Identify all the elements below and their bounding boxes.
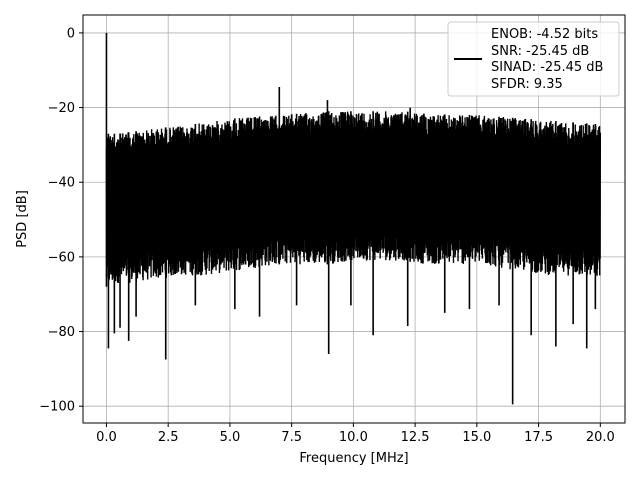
- psd-trace: [105, 111, 602, 283]
- y-tick-label: −40: [48, 176, 75, 191]
- x-tick-label: 15.0: [462, 430, 491, 445]
- legend: ENOB: -4.52 bits SNR: -25.45 dB SINAD: -…: [447, 21, 620, 97]
- legend-entry-enob: ENOB: -4.52 bits: [491, 27, 598, 42]
- x-tick-label: 2.5: [158, 430, 179, 445]
- x-tick-label: 7.5: [281, 430, 302, 445]
- data-layer: [105, 32, 602, 405]
- y-axis-label: PSD [dB]: [15, 190, 30, 248]
- y-axis: 0 −20 −40 −60 −80 −100: [39, 26, 83, 415]
- x-axis: 0.0 2.5 5.0 7.5 10.0 12.5 15.0 17.5 20.0: [96, 423, 615, 445]
- x-tick-label: 12.5: [401, 430, 430, 445]
- x-axis-label: Frequency [MHz]: [299, 451, 408, 466]
- y-tick-label: −80: [48, 325, 75, 340]
- legend-entry-sfdr: SFDR: 9.35: [491, 77, 563, 92]
- y-tick-label: 0: [67, 26, 75, 41]
- legend-entry-sinad: SINAD: -25.45 dB: [491, 60, 603, 75]
- x-tick-label: 20.0: [586, 430, 615, 445]
- y-tick-label: −100: [39, 400, 75, 415]
- legend-box: [447, 21, 620, 97]
- x-tick-label: 0.0: [96, 430, 117, 445]
- y-tick-label: −60: [48, 250, 75, 265]
- y-tick-label: −20: [48, 101, 75, 116]
- plot-frame: [82, 14, 626, 424]
- x-tick-label: 5.0: [220, 430, 241, 445]
- x-tick-label: 17.5: [524, 430, 553, 445]
- legend-entry-snr: SNR: -25.45 dB: [491, 44, 589, 59]
- x-tick-label: 10.0: [339, 430, 368, 445]
